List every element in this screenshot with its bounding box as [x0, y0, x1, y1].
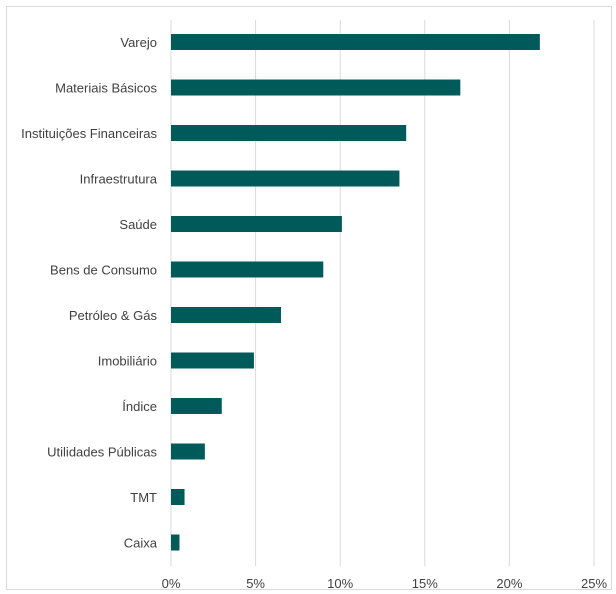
- x-tick-label: 0%: [162, 576, 181, 591]
- chart-frame: [6, 6, 612, 590]
- bar: [171, 398, 222, 414]
- category-label: Varejo: [120, 35, 157, 50]
- category-label: Instituições Financeiras: [21, 126, 157, 141]
- x-tick-label: 5%: [246, 576, 265, 591]
- category-label: Materiais Básicos: [55, 81, 157, 96]
- gridlines: [170, 20, 595, 566]
- category-label: Infraestrutura: [80, 172, 158, 187]
- bar: [171, 489, 185, 505]
- bar: [171, 443, 205, 460]
- bar: [171, 170, 400, 187]
- x-tick-labels: 0% 5% 10% 15% 20% 25%: [162, 576, 608, 591]
- bar: [171, 534, 180, 551]
- bar: [171, 125, 407, 141]
- bar: [171, 307, 281, 323]
- category-label: Saúde: [119, 217, 157, 232]
- bar: [171, 352, 254, 369]
- category-label: Utilidades Públicas: [47, 445, 157, 460]
- category-label: Petróleo & Gás: [69, 308, 158, 323]
- bars: [171, 34, 540, 551]
- bar: [171, 261, 324, 278]
- x-tick-label: 25%: [581, 576, 607, 591]
- category-label: Índice: [122, 399, 157, 414]
- bar: [171, 34, 540, 50]
- x-tick-label: 15%: [412, 576, 438, 591]
- category-label: Caixa: [124, 536, 158, 551]
- category-label: TMT: [130, 490, 157, 505]
- category-label: Imobiliário: [98, 354, 157, 369]
- category-label: Bens de Consumo: [50, 263, 157, 278]
- bar: [171, 216, 342, 232]
- x-tick-label: 20%: [496, 576, 522, 591]
- category-labels: Varejo Materiais Básicos Instituições Fina…: [21, 35, 158, 551]
- x-tick-label: 10%: [327, 576, 353, 591]
- bar: [171, 79, 461, 96]
